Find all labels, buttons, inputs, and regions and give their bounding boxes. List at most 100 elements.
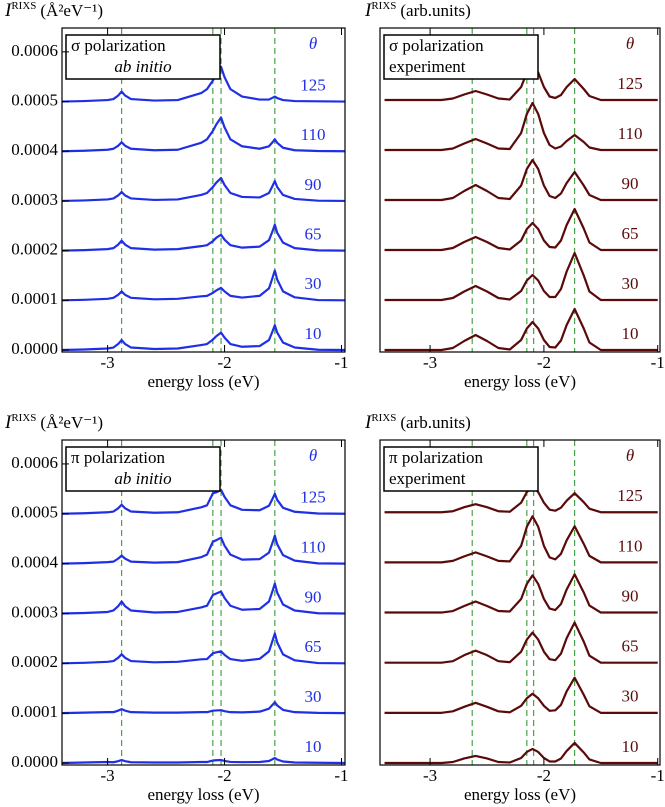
y-label-sup: RIXS — [11, 412, 36, 424]
series-label: 10 — [305, 737, 322, 756]
spectrum-line — [384, 621, 658, 664]
series-label: 30 — [305, 274, 322, 293]
y-tick-label: 0.0001 — [11, 702, 58, 721]
x-tick-label: -3 — [101, 353, 115, 372]
plot-frame — [379, 27, 661, 353]
annotation-text: experiment — [389, 57, 466, 76]
spectrum-line — [384, 573, 658, 614]
y-tick-label: 0.0002 — [11, 652, 58, 671]
y-tick-label: 0.0000 — [11, 339, 58, 358]
annotation-text: ab initio — [114, 469, 171, 488]
spectrum-line — [61, 534, 346, 565]
annotation-text: π polarization — [71, 448, 166, 467]
spectrum-line — [61, 223, 346, 252]
y-label-sup: RIXS — [371, 0, 396, 12]
y-tick-label: 0.0003 — [11, 190, 58, 209]
spectrum-line — [384, 251, 658, 302]
y-label-symbol: I — [4, 0, 13, 21]
x-tick-label: -1 — [651, 766, 665, 785]
series-label: 125 — [300, 488, 326, 507]
series-label: 110 — [618, 124, 643, 143]
y-axis-label: IRIXS (Å²eV⁻¹) — [4, 412, 103, 434]
y-tick-label: 0.0004 — [11, 553, 58, 572]
theta-label: θ — [626, 34, 634, 53]
y-axis-label: IRIXS (Å²eV⁻¹) — [4, 0, 103, 21]
series-label: 30 — [622, 687, 639, 706]
panel: IRIXS (arb.units) 10 30 65 90 110 125 θ π polariz… — [364, 412, 665, 804]
y-label-symbol: I — [364, 0, 373, 21]
series-label: 90 — [622, 586, 639, 605]
annotation-text: π polarization — [389, 448, 484, 467]
y-label-sup: RIXS — [11, 0, 36, 12]
spectrum-line — [61, 582, 346, 615]
annotation-text: σ polarization — [389, 36, 484, 55]
spectrum-line — [61, 176, 346, 203]
spectrum-line — [61, 632, 346, 665]
y-tick-label: 0.0006 — [11, 453, 58, 472]
panel: IRIXS (Å²eV⁻¹) 10 30 65 90 110 125 θ σ polarizati… — [4, 0, 349, 391]
y-label-symbol: I — [4, 412, 13, 433]
spectrum-line — [384, 676, 658, 714]
spectrum-line — [61, 756, 346, 765]
y-tick-label: 0.0005 — [11, 90, 58, 109]
series-label: 10 — [622, 737, 639, 756]
series-label: 110 — [301, 125, 326, 144]
annotation-text: σ polarization — [71, 36, 166, 55]
spectrum-line — [61, 488, 346, 515]
series-label: 30 — [305, 687, 322, 706]
x-tick-label: -2 — [217, 353, 231, 372]
spectrum-line — [61, 701, 346, 715]
theta-label: θ — [309, 446, 317, 465]
series-label: 10 — [622, 324, 639, 343]
series-label: 90 — [622, 174, 639, 193]
y-label-symbol: I — [364, 412, 373, 433]
spectrum-line — [61, 269, 346, 302]
series-label: 10 — [305, 324, 322, 343]
theta-label: θ — [309, 34, 317, 53]
series-label: 90 — [305, 175, 322, 194]
x-axis-label: energy loss (eV) — [147, 785, 259, 804]
x-axis-label: energy loss (eV) — [464, 372, 576, 391]
panel: IRIXS (arb.units) 10 30 65 90 110 125 θ σ polariz… — [364, 0, 665, 391]
y-axis-label: IRIXS (arb.units) — [364, 412, 471, 434]
x-axis-label: energy loss (eV) — [464, 785, 576, 804]
y-tick-label: 0.0001 — [11, 289, 58, 308]
annotation-box — [383, 446, 539, 492]
series-label: 65 — [622, 637, 639, 656]
y-tick-label: 0.0006 — [11, 41, 58, 60]
y-tick-label: 0.0000 — [11, 752, 58, 771]
x-axis-label: energy loss (eV) — [147, 372, 259, 391]
y-tick-label: 0.0002 — [11, 240, 58, 259]
x-tick-label: -3 — [423, 766, 437, 785]
plot-frame — [61, 27, 346, 353]
annotation-box — [65, 446, 221, 492]
series-label: 110 — [618, 536, 643, 555]
series-label: 65 — [305, 637, 322, 656]
series-label: 125 — [617, 74, 643, 93]
y-tick-label: 0.0005 — [11, 503, 58, 522]
y-label-unit: (arb.units) — [400, 1, 470, 20]
x-tick-label: -3 — [101, 766, 115, 785]
spectrum-line — [384, 307, 658, 352]
plot-frame — [379, 439, 661, 766]
series-label: 65 — [622, 224, 639, 243]
spectrum-line — [384, 515, 658, 564]
spectrum-line — [61, 116, 346, 153]
x-tick-label: -1 — [651, 353, 665, 372]
spectrum-line — [61, 324, 346, 352]
x-tick-label: -1 — [334, 766, 348, 785]
theta-label: θ — [626, 446, 634, 465]
y-label-unit: (Å²eV⁻¹) — [40, 1, 103, 20]
y-label-sup: RIXS — [371, 412, 396, 424]
y-tick-label: 0.0003 — [11, 602, 58, 621]
annotation-box — [383, 34, 539, 80]
y-label-unit: (arb.units) — [400, 413, 470, 432]
series-label: 90 — [305, 587, 322, 606]
series-label: 110 — [301, 538, 326, 557]
series-label: 30 — [622, 274, 639, 293]
plot-frame — [61, 439, 346, 766]
x-tick-label: -1 — [334, 353, 348, 372]
annotation-box — [65, 34, 221, 80]
